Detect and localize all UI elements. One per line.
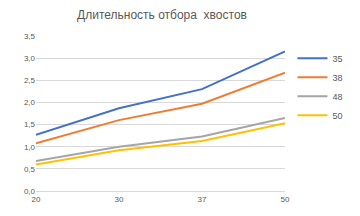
svg-text:20: 20 bbox=[32, 195, 41, 204]
svg-text:2,0: 2,0 bbox=[24, 98, 36, 107]
svg-text:2,5: 2,5 bbox=[24, 76, 36, 85]
svg-text:3,0: 3,0 bbox=[24, 54, 36, 63]
svg-text:30: 30 bbox=[115, 195, 124, 204]
svg-text:50: 50 bbox=[281, 195, 290, 204]
svg-text:3,5: 3,5 bbox=[24, 32, 36, 41]
svg-text:37: 37 bbox=[198, 195, 207, 204]
svg-text:1,0: 1,0 bbox=[24, 143, 36, 152]
svg-text:35: 35 bbox=[332, 54, 342, 64]
svg-text:Длительность отбора хвостов: Длительность отбора хвостов bbox=[77, 8, 247, 22]
svg-text:0,0: 0,0 bbox=[24, 187, 36, 196]
svg-text:0,5: 0,5 bbox=[24, 165, 36, 174]
svg-text:50: 50 bbox=[332, 111, 342, 121]
svg-text:48: 48 bbox=[332, 92, 342, 102]
svg-text:38: 38 bbox=[332, 73, 342, 83]
svg-text:1,5: 1,5 bbox=[24, 120, 36, 129]
